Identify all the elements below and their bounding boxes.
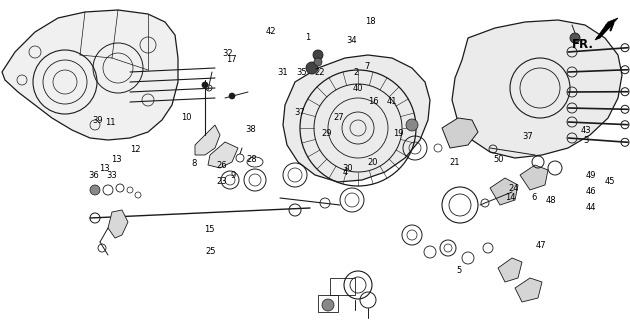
Circle shape xyxy=(406,119,418,131)
Text: 38: 38 xyxy=(245,125,256,134)
Polygon shape xyxy=(2,10,178,140)
Text: 43: 43 xyxy=(581,126,591,135)
Polygon shape xyxy=(195,125,220,155)
Text: 4: 4 xyxy=(343,168,348,177)
Circle shape xyxy=(202,82,208,88)
Text: 49: 49 xyxy=(586,171,596,180)
Polygon shape xyxy=(442,118,478,148)
Text: 23: 23 xyxy=(217,177,227,186)
Text: 13: 13 xyxy=(112,155,122,164)
Text: 17: 17 xyxy=(227,55,237,64)
Circle shape xyxy=(570,33,580,43)
Polygon shape xyxy=(520,165,548,190)
Circle shape xyxy=(306,62,318,74)
Polygon shape xyxy=(283,55,430,182)
Polygon shape xyxy=(208,142,238,168)
Text: 10: 10 xyxy=(181,113,191,122)
Text: 5: 5 xyxy=(456,266,461,275)
Text: 27: 27 xyxy=(334,113,344,122)
Text: 48: 48 xyxy=(546,196,556,205)
Text: 35: 35 xyxy=(296,68,306,77)
Text: 29: 29 xyxy=(321,129,331,138)
Text: FR.: FR. xyxy=(572,38,594,52)
Text: 1: 1 xyxy=(305,33,310,42)
Polygon shape xyxy=(595,18,618,40)
Text: 25: 25 xyxy=(206,247,216,256)
Text: 37: 37 xyxy=(294,108,305,117)
Text: 44: 44 xyxy=(586,203,596,212)
Text: 30: 30 xyxy=(343,164,353,173)
Circle shape xyxy=(322,299,334,311)
Circle shape xyxy=(90,185,100,195)
Text: 13: 13 xyxy=(99,164,109,173)
Text: 31: 31 xyxy=(277,68,287,77)
Polygon shape xyxy=(515,278,542,302)
Text: 36: 36 xyxy=(88,171,99,180)
Text: 21: 21 xyxy=(450,158,460,167)
Text: 2: 2 xyxy=(353,68,358,77)
Text: 24: 24 xyxy=(508,184,518,193)
Text: 40: 40 xyxy=(353,84,363,93)
Text: 9: 9 xyxy=(231,171,236,180)
Circle shape xyxy=(314,58,322,66)
Text: 42: 42 xyxy=(266,27,276,36)
Text: 18: 18 xyxy=(365,17,375,26)
Text: 3: 3 xyxy=(583,136,588,145)
Polygon shape xyxy=(452,20,622,158)
Text: 47: 47 xyxy=(536,241,546,250)
Text: 34: 34 xyxy=(346,36,357,45)
Text: 45: 45 xyxy=(605,177,615,186)
Text: 8: 8 xyxy=(192,159,197,168)
Text: 41: 41 xyxy=(387,97,397,106)
Text: 28: 28 xyxy=(247,155,257,164)
Circle shape xyxy=(313,50,323,60)
Text: 20: 20 xyxy=(368,158,378,167)
Circle shape xyxy=(229,93,235,99)
Polygon shape xyxy=(498,258,522,282)
Text: 16: 16 xyxy=(368,97,378,106)
Text: 12: 12 xyxy=(130,145,140,154)
Text: 6: 6 xyxy=(532,193,537,202)
Text: 37: 37 xyxy=(522,132,534,141)
Text: 7: 7 xyxy=(365,62,370,71)
Text: 50: 50 xyxy=(494,155,504,164)
Text: 26: 26 xyxy=(217,161,227,170)
Polygon shape xyxy=(108,210,128,238)
Text: 39: 39 xyxy=(93,116,103,125)
Text: 15: 15 xyxy=(204,225,214,234)
Text: 22: 22 xyxy=(315,68,325,77)
Text: 46: 46 xyxy=(586,187,596,196)
Polygon shape xyxy=(490,178,518,205)
Text: 14: 14 xyxy=(505,193,515,202)
Text: 32: 32 xyxy=(223,49,233,58)
Text: 11: 11 xyxy=(105,118,115,127)
Text: 33: 33 xyxy=(106,171,118,180)
Text: 19: 19 xyxy=(393,129,403,138)
